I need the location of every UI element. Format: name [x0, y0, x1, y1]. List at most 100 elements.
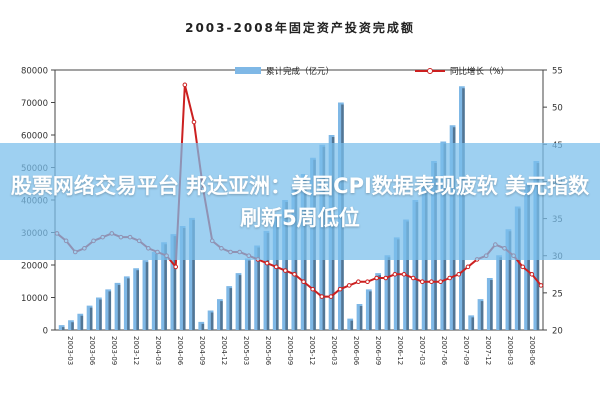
bar-shadow — [127, 278, 130, 330]
bar — [477, 299, 484, 330]
bar — [58, 325, 65, 330]
growth-point — [292, 271, 297, 277]
bar — [263, 230, 270, 330]
bar — [365, 289, 372, 330]
bar — [412, 200, 419, 330]
x-tick-label: 2006-03 — [330, 336, 338, 365]
bar-shadow — [369, 291, 372, 330]
x-tick-label: 2006-06 — [352, 336, 360, 366]
growth-point — [191, 119, 197, 125]
bar — [356, 304, 363, 330]
bar-shadow — [378, 275, 382, 330]
y-right-tick-label: 20 — [552, 327, 563, 337]
legend-bar-swatch — [235, 67, 261, 74]
x-tick-label: 2004-03 — [154, 336, 162, 365]
growth-point — [401, 271, 407, 277]
x-tick-label: 2007-09 — [462, 336, 470, 365]
bar-shadow — [257, 247, 261, 330]
bar — [123, 276, 130, 330]
bar — [170, 234, 177, 330]
headline-text[interactable]: 股票网络交易平台 邦达亚洲：美国CPI数据表现疲软 美元指数刷新5周低位 — [10, 173, 590, 230]
bar — [384, 255, 391, 330]
bar — [272, 216, 279, 330]
bar — [216, 299, 223, 330]
bar-shadow — [210, 312, 214, 330]
growth-point — [328, 294, 334, 299]
bar-shadow — [155, 254, 158, 330]
growth-point — [365, 279, 370, 285]
bar-shadow — [192, 219, 195, 330]
bar-shadow — [248, 260, 251, 330]
growth-point — [410, 275, 416, 281]
bar — [86, 305, 93, 330]
bar-shadow — [71, 322, 74, 330]
growth-point — [374, 275, 379, 281]
bar-shadow — [397, 239, 400, 330]
growth-point — [182, 82, 188, 88]
x-tick-label: 2004-12 — [220, 336, 228, 365]
y-left-tick-label: 80000 — [21, 67, 48, 77]
bar-shadow — [220, 301, 223, 330]
bar-shadow — [508, 231, 512, 330]
growth-point — [283, 268, 288, 273]
bar-shadow — [276, 218, 279, 330]
headline-banner[interactable]: 股票网络交易平台 邦达亚洲：美国CPI数据表现疲软 美元指数刷新5周低位 — [0, 143, 600, 260]
x-tick-label: 2005-09 — [286, 336, 294, 365]
x-tick-label: 2003-12 — [132, 336, 140, 365]
growth-point — [337, 286, 343, 292]
bar-shadow — [89, 307, 93, 330]
bar — [244, 258, 251, 330]
chart-title: 2003-2008年固定资产投资完成额 — [185, 20, 415, 35]
x-tick-label: 2005-12 — [308, 336, 316, 365]
x-tick-label: 2003-09 — [110, 336, 118, 365]
bar — [468, 315, 475, 330]
bar — [77, 313, 84, 330]
growth-point — [264, 260, 270, 266]
bar-shadow — [490, 280, 493, 330]
y-left-tick-label: 70000 — [21, 99, 48, 109]
bar-shadow — [480, 301, 484, 330]
growth-point — [438, 279, 443, 285]
x-tick-label: 2008-03 — [506, 336, 514, 365]
bar-shadow — [173, 236, 177, 330]
bar — [282, 200, 288, 330]
y-left-tick-label: 10000 — [21, 294, 48, 304]
bar — [151, 252, 158, 330]
bar-shadow — [164, 244, 167, 330]
bar-shadow — [387, 257, 391, 330]
bar — [114, 282, 121, 330]
bar — [235, 273, 242, 330]
x-tick-label: 2006-12 — [396, 336, 404, 365]
bar-shadow — [471, 317, 475, 330]
bar-shadow — [229, 288, 233, 330]
bar-shadow — [266, 232, 270, 330]
bar-shadow — [518, 208, 521, 330]
y-left-tick-label: 20000 — [21, 262, 48, 272]
bar-shadow — [415, 202, 419, 330]
bar-shadow — [80, 315, 84, 330]
bar-shadow — [136, 270, 140, 330]
x-tick-label: 2008-06 — [528, 336, 536, 366]
x-tick-label: 2005-03 — [242, 336, 250, 365]
y-right-tick-label: 55 — [552, 67, 563, 77]
x-tick-label: 2004-09 — [198, 336, 206, 365]
growth-point — [173, 264, 179, 270]
growth-point — [529, 271, 535, 277]
bar — [486, 278, 493, 330]
bar — [68, 320, 74, 330]
bar — [161, 242, 167, 330]
bar — [207, 310, 214, 330]
bar — [142, 260, 149, 330]
y-left-tick-label: 60000 — [21, 132, 48, 142]
growth-point — [310, 286, 315, 292]
growth-point — [520, 264, 526, 270]
bar — [133, 268, 140, 330]
legend-line-marker — [427, 68, 433, 74]
legend-line-label: 同比增长（%） — [450, 66, 509, 77]
bar — [95, 297, 102, 330]
bar — [254, 245, 261, 330]
bar — [496, 255, 503, 330]
bar — [198, 321, 205, 330]
bar-shadow — [117, 284, 121, 330]
